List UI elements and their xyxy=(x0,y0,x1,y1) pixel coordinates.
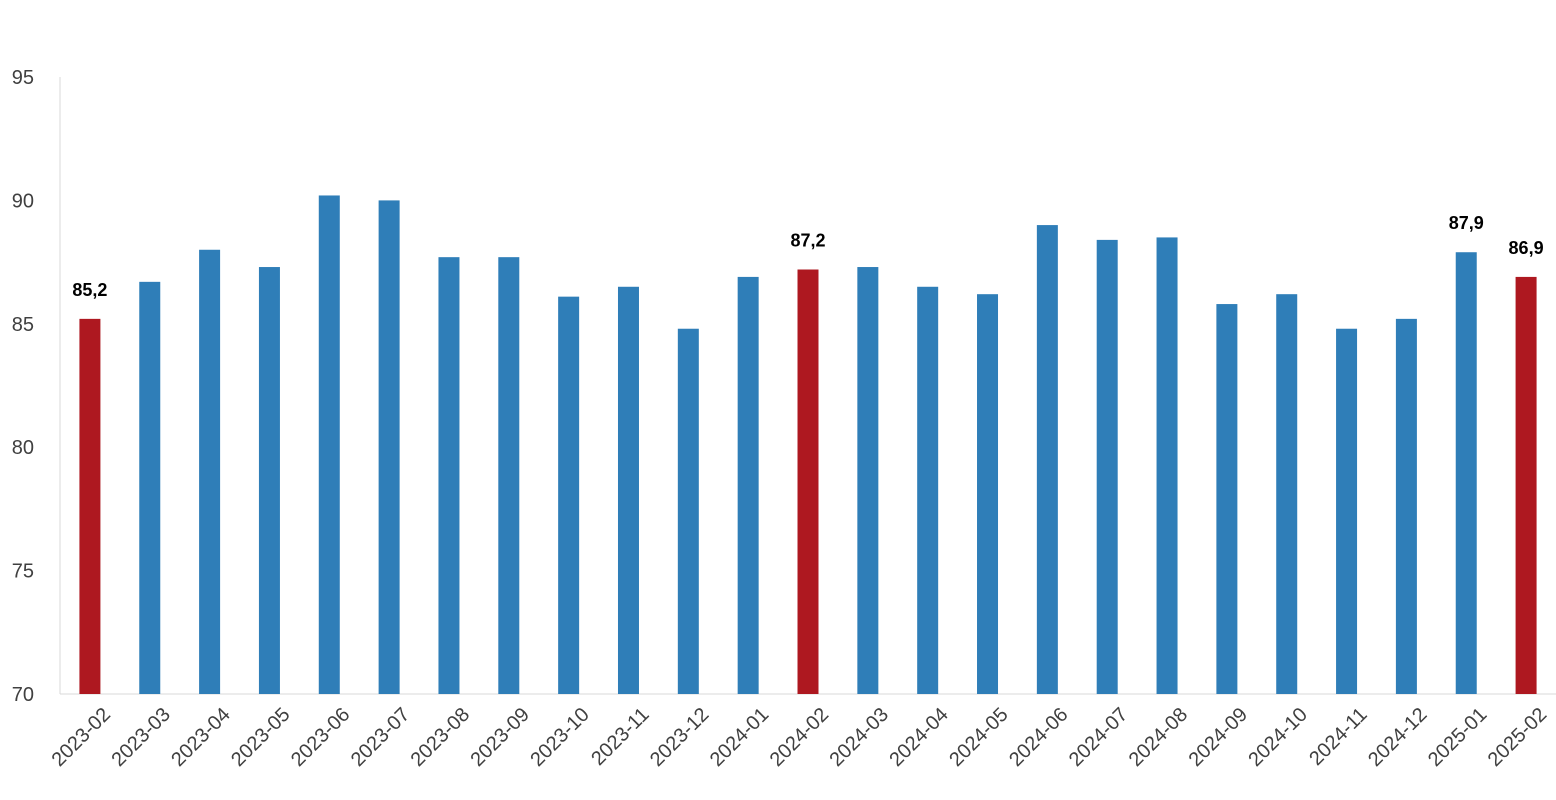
bar-2024-07 xyxy=(1096,239,1118,694)
bar-2024-10 xyxy=(1276,294,1298,694)
x-tick-label: 2023-10 xyxy=(526,704,593,771)
bar-2024-08 xyxy=(1156,237,1178,695)
bar-2024-06 xyxy=(1036,225,1058,694)
bar-2024-01 xyxy=(737,276,759,694)
x-tick-label: 2023-03 xyxy=(107,704,174,771)
x-tick-label: 2024-01 xyxy=(706,704,773,771)
bar-2023-05 xyxy=(258,267,280,694)
data-label: 85,2 xyxy=(72,280,107,300)
bar-2024-12 xyxy=(1395,318,1417,694)
x-tick-label: 2024-03 xyxy=(826,704,893,771)
bar-2023-09 xyxy=(498,257,520,694)
x-tick-label: 2024-07 xyxy=(1065,704,1132,771)
x-tick-label: 2024-10 xyxy=(1244,704,1311,771)
y-tick-label: 95 xyxy=(12,67,34,89)
y-tick-label: 90 xyxy=(12,190,34,212)
bar-2024-11 xyxy=(1336,328,1358,694)
x-tick-label: 2023-09 xyxy=(466,704,533,771)
bar-2023-12 xyxy=(677,328,699,694)
bar-2024-05 xyxy=(977,294,999,694)
data-label: 86,9 xyxy=(1509,238,1544,258)
x-tick-label: 2023-02 xyxy=(48,704,115,771)
bar-2024-02 xyxy=(797,269,819,694)
x-tick-label: 2024-06 xyxy=(1005,704,1072,771)
bar-2023-10 xyxy=(558,296,580,694)
x-tick-label: 2024-09 xyxy=(1185,704,1252,771)
x-axis: 2023-022023-032023-042023-052023-062023-… xyxy=(48,693,1556,771)
data-label: 87,2 xyxy=(790,231,825,251)
bar-2023-04 xyxy=(199,249,221,694)
bar-2025-02 xyxy=(1515,276,1537,694)
x-tick-label: 2025-02 xyxy=(1484,704,1551,771)
y-tick-label: 70 xyxy=(12,684,34,706)
y-tick-label: 80 xyxy=(12,437,34,459)
y-axis: 70 75 80 85 90 95 xyxy=(12,67,61,706)
x-tick-label: 2023-11 xyxy=(587,704,653,770)
bar-2023-11 xyxy=(617,286,639,694)
bar-2023-06 xyxy=(318,195,340,695)
y-tick-label: 85 xyxy=(12,314,34,336)
x-tick-label: 2024-11 xyxy=(1305,704,1371,770)
x-tick-label: 2023-05 xyxy=(227,704,294,771)
x-tick-label: 2024-04 xyxy=(885,704,952,771)
x-tick-label: 2024-12 xyxy=(1364,704,1431,771)
x-tick-label: 2025-01 xyxy=(1424,704,1491,771)
bar-2023-03 xyxy=(139,281,161,694)
x-tick-label: 2024-05 xyxy=(945,704,1012,771)
data-label: 87,9 xyxy=(1449,213,1484,233)
bar-2024-03 xyxy=(857,267,879,694)
x-tick-label: 2023-08 xyxy=(407,704,474,771)
bar-2024-04 xyxy=(917,286,939,694)
x-tick-label: 2023-07 xyxy=(347,704,414,771)
x-tick-label: 2023-12 xyxy=(646,704,713,771)
x-tick-label: 2024-08 xyxy=(1125,704,1192,771)
bars xyxy=(79,195,1537,695)
y-tick-label: 75 xyxy=(12,561,34,583)
bar-2023-08 xyxy=(438,257,460,694)
x-tick-label: 2023-04 xyxy=(167,704,234,771)
x-tick-label: 2023-06 xyxy=(287,704,354,771)
bar-2023-07 xyxy=(378,200,400,694)
bar-2025-01 xyxy=(1455,252,1477,694)
bar-2024-09 xyxy=(1216,304,1238,694)
bar-2023-02 xyxy=(79,318,101,694)
data-labels: 85,2 87,2 87,9 86,9 xyxy=(72,213,1543,300)
x-tick-label: 2024-02 xyxy=(766,704,833,771)
